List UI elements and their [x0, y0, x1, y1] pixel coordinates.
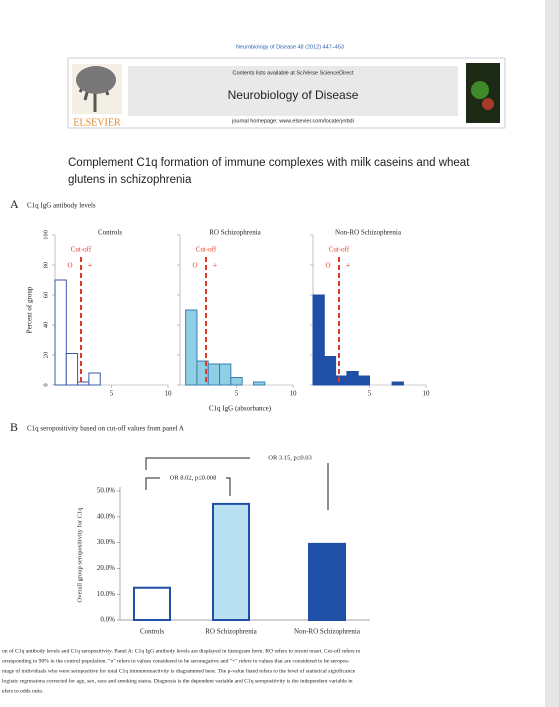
elsevier-logo: [72, 64, 122, 114]
x-tick-label: RO Schizophrenia: [205, 628, 257, 636]
negative-symbol: O: [325, 262, 330, 270]
x-tick-label: Controls: [140, 628, 164, 636]
comparison-label: OR 8.02, p≤0.008: [170, 474, 217, 481]
histogram-bar: [392, 382, 403, 385]
panel-name: Non-RO Schizophrenia: [335, 229, 402, 237]
y-tick-label: 100: [42, 230, 49, 240]
y-axis-label: Percent of group: [26, 286, 34, 333]
positive-symbol: +: [346, 261, 351, 270]
histogram-bar: [336, 376, 347, 385]
bar: [213, 504, 249, 620]
histogram-bar: [66, 354, 77, 386]
x-tick-label: 10: [423, 390, 431, 398]
article-title: Complement C1q formation of immune compl…: [68, 157, 470, 169]
histogram-bar: [186, 310, 197, 385]
x-tick-label: 5: [110, 390, 114, 398]
y-tick-label: 40.0%: [97, 512, 115, 520]
histogram-bar: [89, 373, 100, 385]
histogram-bar: [253, 382, 264, 385]
y-tick-label: 10.0%: [97, 590, 115, 598]
caption-line: logistic regressions corrected for age, …: [2, 677, 353, 684]
cutoff-label: Cut-off: [329, 246, 350, 254]
y-tick-label: 80: [42, 262, 49, 269]
panel-name: Controls: [98, 229, 122, 237]
y-tick-label: 50.0%: [97, 487, 115, 495]
histogram-bar: [347, 372, 358, 386]
y-tick-label: 0: [42, 383, 49, 386]
page-shadow: [545, 0, 559, 707]
y-tick-label: 40: [42, 322, 49, 329]
homepage: journal homepage: www.elsevier.com/locat…: [231, 118, 354, 124]
negative-symbol: O: [67, 262, 72, 270]
panel-letter: B: [10, 420, 18, 434]
histogram-bar: [358, 376, 369, 385]
histogram-bar: [313, 295, 324, 385]
x-tick-label: 5: [368, 390, 372, 398]
caption-line: orresponding to 90% in the control popul…: [2, 657, 350, 664]
bar: [309, 544, 345, 620]
cutoff-label: Cut-off: [71, 246, 92, 254]
citation: Neurobiology of Disease 48 (2012) 447–45…: [236, 44, 344, 50]
y-tick-label: 0.0%: [100, 616, 115, 624]
x-tick-label: 10: [165, 390, 173, 398]
cutoff-label: Cut-off: [196, 246, 217, 254]
comparison-label: OR 3.15, p≤0.03: [268, 454, 311, 461]
journal-name: Neurobiology of Disease: [228, 88, 359, 102]
histogram-bar: [208, 364, 219, 385]
y-tick-label: 60: [42, 292, 49, 299]
panel-title: C1q IgG antibody levels: [27, 202, 96, 210]
caption-line: ntage of individuals who were seropositi…: [2, 667, 356, 674]
positive-symbol: +: [88, 261, 93, 270]
y-tick-label: 20.0%: [97, 564, 115, 572]
publisher: ELSEVIER: [73, 117, 121, 128]
histogram-bar: [78, 382, 89, 385]
journal-cover: [466, 63, 500, 123]
caption-line: on of C1q antibody levels and C1q seropo…: [2, 647, 360, 654]
histogram-bar: [231, 378, 242, 386]
x-tick-label: Non-RO Schizophrenia: [294, 628, 361, 636]
y-tick-label: 20: [42, 352, 49, 359]
negative-symbol: O: [192, 262, 197, 270]
article-title: glutens in schizophrenia: [68, 174, 192, 186]
page-image: Neurobiology of Disease 48 (2012) 447–45…: [0, 0, 559, 707]
contents-line: Contents lists available at SciVerse Sci…: [232, 70, 354, 76]
y-tick-label: 30.0%: [97, 538, 115, 546]
panel-title: C1q seropositivity based on cut-off valu…: [27, 425, 184, 433]
x-tick-label: 10: [290, 390, 298, 398]
panel-letter: A: [10, 197, 19, 211]
bar: [134, 588, 170, 620]
panel-name: RO Schizophrenia: [209, 229, 261, 237]
histogram-bar: [220, 364, 231, 385]
x-tick-label: 5: [235, 390, 239, 398]
page: {"citation": "Neurobiology of Disease 48…: [0, 0, 559, 707]
histogram-bar: [324, 357, 335, 386]
y-axis-label: Overall group seropositivity for C1q: [76, 507, 83, 603]
caption-line: efers to odds ratio.: [2, 687, 44, 694]
x-axis-label: C1q IgG (absorbance): [209, 405, 272, 413]
positive-symbol: +: [213, 261, 218, 270]
histogram-bar: [55, 280, 66, 385]
